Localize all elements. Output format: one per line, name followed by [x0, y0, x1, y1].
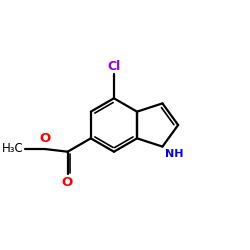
Text: H₃C: H₃C: [2, 142, 24, 155]
Text: NH: NH: [165, 149, 183, 159]
Text: O: O: [40, 132, 51, 145]
Text: Cl: Cl: [107, 60, 120, 73]
Text: O: O: [61, 176, 72, 189]
